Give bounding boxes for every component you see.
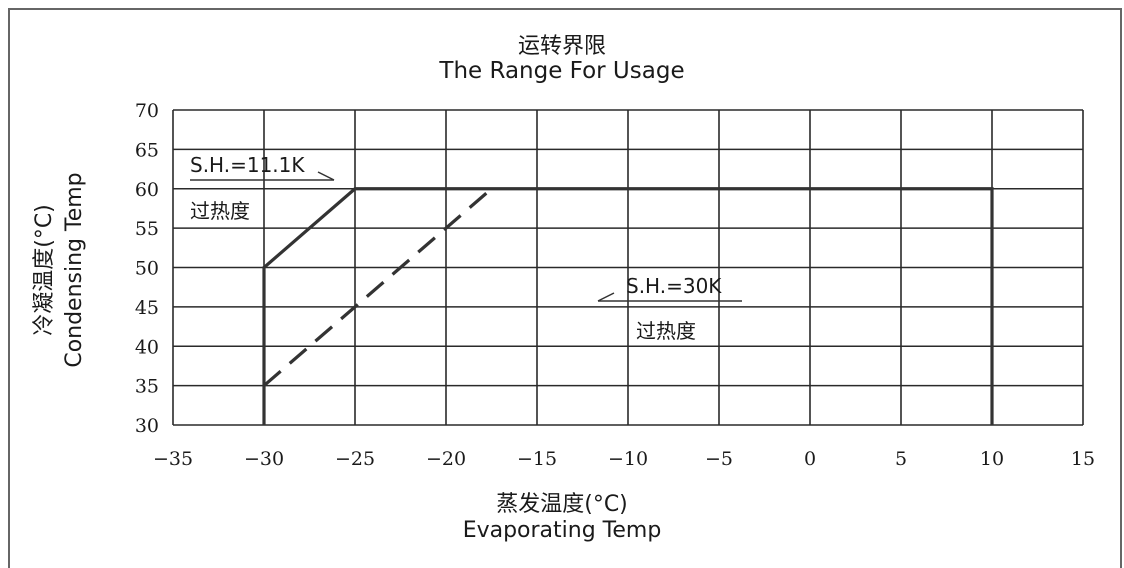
y-tick-label: 55 <box>135 218 159 240</box>
x-axis-label-cn: 蒸发温度(°C) <box>496 492 628 517</box>
x-tick-label: 5 <box>895 448 907 470</box>
y-tick-label: 65 <box>135 139 159 161</box>
y-tick-label: 40 <box>135 336 159 358</box>
annotation-sh-30k-label: S.H.=30K <box>626 274 722 298</box>
annotation-sh-11-1k-label: S.H.=11.1K <box>190 153 305 177</box>
chart-frame <box>8 8 1122 568</box>
x-tick-label: −25 <box>335 448 375 470</box>
series-line-sh-11-1k <box>262 187 994 425</box>
x-axis-label-en: Evaporating Temp <box>462 518 662 543</box>
x-tick-label: −20 <box>426 448 466 470</box>
series-line-sh-30k <box>262 187 493 387</box>
annotation-sh-11-1k-sub: 过热度 <box>190 199 250 223</box>
chart-title-en: The Range For Usage <box>439 58 685 84</box>
y-tick-label: 70 <box>135 100 159 122</box>
y-tick-label: 50 <box>135 258 159 280</box>
y-tick-label: 30 <box>135 415 159 437</box>
x-tick-label: −5 <box>705 448 733 470</box>
x-tick-label: −35 <box>153 448 193 470</box>
x-tick-label: −15 <box>517 448 557 470</box>
y-tick-label: 45 <box>135 297 159 319</box>
chart-title-cn: 运转界限 <box>517 34 606 59</box>
x-tick-label: 15 <box>1071 448 1095 470</box>
x-tick-label: −30 <box>244 448 284 470</box>
x-tick-label: −10 <box>608 448 648 470</box>
x-tick-label: 0 <box>804 448 816 470</box>
annotation-sh-30k-sub: 过热度 <box>636 319 696 343</box>
y-tick-label: 60 <box>135 179 159 201</box>
annotation-sh-30k-arrowhead <box>597 292 615 302</box>
x-tick-label: 10 <box>980 448 1004 470</box>
y-tick-label: 35 <box>135 376 159 398</box>
annotation-sh-11-1k-arrowhead <box>317 171 335 181</box>
